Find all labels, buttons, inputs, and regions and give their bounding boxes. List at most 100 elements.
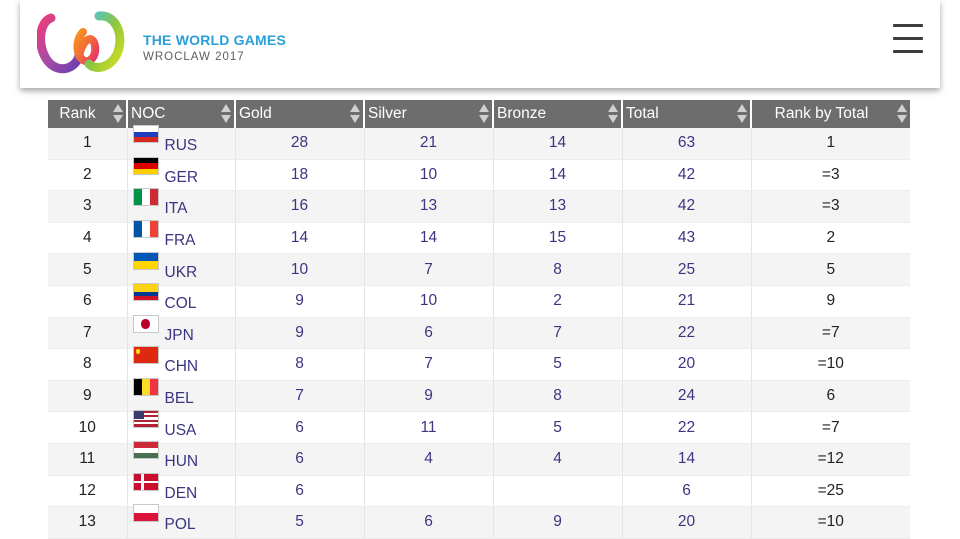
column-header-rank[interactable]: Rank bbox=[48, 100, 128, 128]
cell-noc: FRA bbox=[127, 220, 236, 255]
table-row: 9 BEL 7 9 8 24 6 bbox=[48, 378, 910, 413]
cell-total: 22 bbox=[622, 411, 752, 444]
cell-gold: 6 bbox=[235, 443, 365, 476]
table-row: 11 HUN 6 4 4 14 =12 bbox=[48, 441, 910, 476]
cell-noc: USA bbox=[127, 409, 236, 444]
medal-table-container: Rank NOC Gold Silver bbox=[48, 100, 910, 539]
column-header-bronze[interactable]: Bronze bbox=[493, 100, 623, 128]
cell-bronze: 5 bbox=[493, 411, 623, 444]
noc-code[interactable]: DEN bbox=[164, 484, 198, 502]
noc-code[interactable]: COL bbox=[164, 295, 197, 313]
noc-code[interactable]: ITA bbox=[164, 200, 188, 218]
cell-rank-by-total: =7 bbox=[751, 317, 910, 350]
cell-rank: 2 bbox=[48, 159, 128, 192]
noc-code[interactable]: POL bbox=[164, 516, 196, 534]
cell-bronze: 4 bbox=[493, 443, 623, 476]
cell-rank-by-total: =10 bbox=[751, 506, 910, 539]
column-header-label: Gold bbox=[239, 105, 272, 122]
cell-gold: 9 bbox=[235, 317, 365, 350]
noc-code[interactable]: USA bbox=[164, 421, 197, 439]
noc-code[interactable]: BEL bbox=[164, 390, 194, 408]
cell-rank: 12 bbox=[48, 475, 128, 508]
noc-code[interactable]: UKR bbox=[164, 263, 198, 281]
cell-silver: 4 bbox=[364, 443, 494, 476]
cell-noc: GER bbox=[127, 156, 236, 192]
cell-rank-by-total: =3 bbox=[751, 190, 910, 223]
cell-total: 20 bbox=[622, 506, 752, 539]
cell-rank: 10 bbox=[48, 411, 128, 444]
table-row: 13 POL 5 6 9 20 =10 bbox=[48, 504, 910, 539]
table-row: 2 GER 18 10 14 42 =3 bbox=[48, 156, 910, 192]
cell-silver: 21 bbox=[364, 128, 494, 160]
cell-noc: COL bbox=[127, 283, 236, 318]
cell-silver: 10 bbox=[364, 159, 494, 192]
hamburger-menu-icon[interactable] bbox=[892, 22, 924, 56]
bel-flag-icon bbox=[132, 378, 159, 397]
noc-code[interactable]: GER bbox=[164, 168, 199, 186]
cell-noc: JPN bbox=[127, 314, 236, 350]
cell-rank-by-total: 1 bbox=[751, 128, 910, 160]
table-header-row: Rank NOC Gold Silver bbox=[48, 100, 910, 128]
sort-icon[interactable] bbox=[113, 104, 123, 124]
cell-noc: POL bbox=[127, 504, 236, 539]
cell-total: 43 bbox=[622, 222, 752, 255]
cell-noc: UKR bbox=[127, 251, 236, 286]
cell-rank-by-total: =25 bbox=[751, 475, 910, 508]
cell-silver: 7 bbox=[364, 348, 494, 381]
cell-silver: 11 bbox=[364, 411, 494, 444]
cell-rank: 8 bbox=[48, 348, 128, 381]
cell-gold: 5 bbox=[235, 506, 365, 539]
cell-gold: 6 bbox=[235, 411, 365, 444]
sort-icon[interactable] bbox=[479, 104, 489, 124]
sort-icon[interactable] bbox=[221, 104, 231, 124]
site-header: THE WORLD GAMES WROCLAW 2017 bbox=[20, 0, 940, 88]
cell-bronze: 8 bbox=[493, 380, 623, 413]
table-row: 1 RUS 28 21 14 63 1 bbox=[48, 125, 910, 160]
cell-silver: 9 bbox=[364, 380, 494, 413]
noc-code[interactable]: CHN bbox=[164, 358, 199, 376]
cell-gold: 18 bbox=[235, 159, 365, 192]
cell-rank: 4 bbox=[48, 222, 128, 255]
column-header-label: NOC bbox=[131, 105, 166, 122]
usa-flag-icon bbox=[132, 409, 159, 428]
column-header-total[interactable]: Total bbox=[622, 100, 752, 128]
cell-rank: 6 bbox=[48, 285, 128, 318]
den-flag-icon bbox=[132, 472, 159, 491]
cell-bronze: 2 bbox=[493, 285, 623, 318]
cell-bronze bbox=[493, 475, 623, 508]
cell-gold: 10 bbox=[235, 253, 365, 286]
cell-gold: 14 bbox=[235, 222, 365, 255]
cell-bronze: 14 bbox=[493, 159, 623, 192]
cell-total: 42 bbox=[622, 159, 752, 192]
sort-icon[interactable] bbox=[350, 104, 360, 124]
noc-code[interactable]: JPN bbox=[164, 326, 194, 344]
noc-code[interactable]: HUN bbox=[164, 453, 199, 471]
cell-rank: 7 bbox=[48, 317, 128, 350]
cell-bronze: 15 bbox=[493, 222, 623, 255]
sort-icon[interactable] bbox=[608, 104, 618, 124]
cell-rank: 5 bbox=[48, 253, 128, 286]
cell-bronze: 7 bbox=[493, 317, 623, 350]
cell-noc: RUS bbox=[127, 125, 236, 160]
cell-rank: 3 bbox=[48, 190, 128, 223]
table-row: 8 CHN 8 7 5 20 =10 bbox=[48, 346, 910, 381]
brand-title: THE WORLD GAMES bbox=[143, 32, 286, 48]
noc-code[interactable]: RUS bbox=[164, 137, 198, 155]
pol-flag-icon bbox=[132, 504, 159, 523]
sort-icon[interactable] bbox=[897, 104, 907, 124]
column-header-rank-by-total[interactable]: Rank by Total bbox=[751, 100, 910, 128]
cell-bronze: 8 bbox=[493, 253, 623, 286]
cell-rank: 11 bbox=[48, 443, 128, 476]
column-header-silver[interactable]: Silver bbox=[364, 100, 494, 128]
cell-rank-by-total: 9 bbox=[751, 285, 910, 318]
sort-icon[interactable] bbox=[737, 104, 747, 124]
table-row: 5 UKR 10 7 8 25 5 bbox=[48, 251, 910, 286]
column-header-label: Silver bbox=[368, 105, 407, 122]
column-header-noc[interactable]: NOC bbox=[127, 100, 236, 128]
cell-silver: 14 bbox=[364, 222, 494, 255]
column-header-gold[interactable]: Gold bbox=[235, 100, 365, 128]
noc-code[interactable]: FRA bbox=[164, 232, 196, 250]
column-header-label: Rank bbox=[59, 105, 96, 122]
world-games-logo[interactable] bbox=[37, 8, 127, 78]
